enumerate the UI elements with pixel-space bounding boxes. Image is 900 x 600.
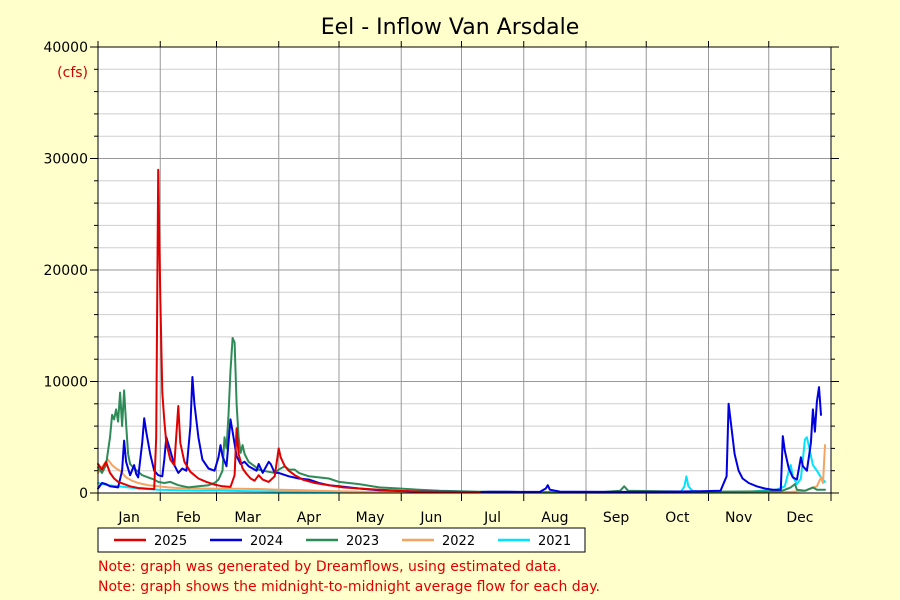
y-tick-label: 20000 (43, 263, 88, 279)
series-line-2025 (97, 168, 481, 494)
x-tick-label: Dec (786, 510, 813, 526)
legend-label-2023: 2023 (346, 534, 379, 549)
series-line-2021 (97, 436, 826, 494)
y-tick-label: 30000 (43, 152, 88, 168)
y-tick-label: 10000 (43, 375, 88, 391)
x-tick-label: Jan (117, 510, 140, 526)
x-tick-label: Mar (234, 510, 261, 526)
x-tick-label: Jul (483, 510, 501, 526)
y-tick-label: 0 (79, 486, 88, 502)
note-estimated-data: Note: graph was generated by Dreamflows,… (98, 559, 561, 575)
x-tick-label: Apr (297, 510, 321, 526)
x-axis: Jan Feb Mar Apr May Jun Jul Aug Sep Oct Nov Dec (97, 41, 832, 526)
chart-title: Eel - Inflow Van Arsdale (321, 15, 580, 40)
y-axis-unit-label: (cfs) (57, 65, 88, 81)
legend-label-2022: 2022 (442, 534, 475, 549)
series-layer (97, 168, 826, 494)
x-tick-label: Jun (419, 510, 442, 526)
legend-label-2025: 2025 (154, 534, 187, 549)
plot-border (97, 46, 832, 494)
x-tick-label: Sep (603, 510, 630, 526)
series-line-2024 (97, 376, 822, 493)
legend-label-2024: 2024 (250, 534, 283, 549)
legend-label-2021: 2021 (538, 534, 571, 549)
x-tick-label: May (356, 510, 385, 526)
x-tick-label: Nov (725, 510, 752, 526)
y-tick-label: 40000 (43, 40, 88, 56)
legend: 2025 2024 2023 2022 2021 (97, 527, 586, 553)
note-daily-average: Note: graph shows the midnight-to-midnig… (98, 579, 600, 595)
grid (98, 47, 831, 493)
x-tick-label: Oct (665, 510, 690, 526)
x-tick-label: Feb (176, 510, 201, 526)
x-tick-label: Aug (541, 510, 568, 526)
y-axis: 0 10000 20000 30000 40000 (43, 40, 839, 502)
